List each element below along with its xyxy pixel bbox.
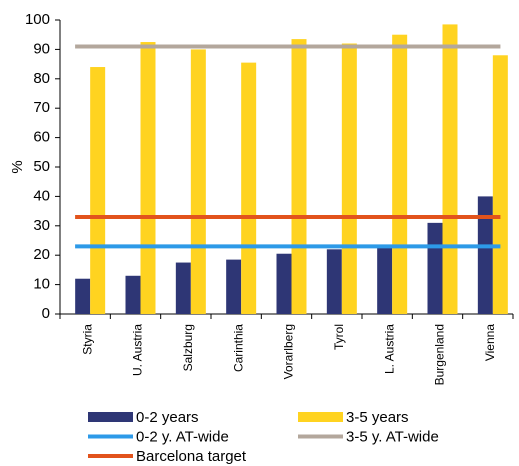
legend-label: 3-5 y. AT-wide [346,428,439,445]
legend-label: 0-2 years [136,409,199,426]
y-tick-label: 80 [33,70,50,87]
y-tick-label: 0 [42,305,50,322]
bar [326,249,342,314]
y-tick-label: 100 [25,11,50,28]
bar [175,262,191,314]
y-tick-label: 60 [33,129,50,146]
y-tick-label: 50 [33,158,50,175]
x-tick-label: Tyrol [332,324,346,350]
y-tick-label: 10 [33,276,50,293]
x-tick-label: Vorarlberg [282,324,296,379]
x-tick-label: Burgenland [433,324,447,385]
legend-label: 3-5 years [346,409,409,426]
bar [190,49,206,315]
legend-label: Barcelona target [136,448,247,465]
bar [427,222,443,314]
x-tick-label: U. Austria [131,324,145,376]
bar [442,24,458,314]
bar [377,246,393,314]
y-tick-label: 30 [33,217,50,234]
bar [477,196,493,314]
x-tick-label: Carinthia [231,324,245,372]
x-tick-label: Styria [80,324,94,355]
legend-swatch [298,412,343,422]
bar [75,278,91,314]
bar [125,275,141,314]
y-tick-label: 70 [33,99,50,116]
legend-swatch [88,412,133,422]
x-tick-label: Salzburg [181,324,195,371]
bar [90,67,106,314]
bar [392,34,408,314]
x-tick-label: L. Austria [382,324,396,374]
x-tick-label: Vienna [483,324,497,361]
bar [241,62,257,314]
legend-label: 0-2 y. AT-wide [136,428,229,445]
bar [492,55,508,314]
bar [341,43,357,315]
bar [291,39,307,315]
bar [226,259,242,314]
y-tick-label: 20 [33,246,50,263]
bar [140,42,156,315]
y-tick-label: 40 [33,187,50,204]
y-axis-label: % [9,160,26,173]
y-tick-label: 90 [33,40,50,57]
bar [276,253,292,314]
